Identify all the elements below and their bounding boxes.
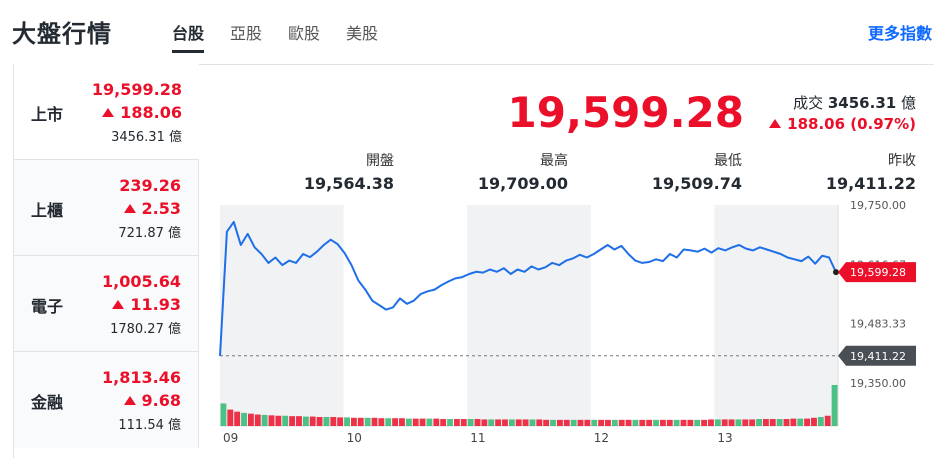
tab-europe[interactable]: 歐股	[288, 24, 321, 43]
market-panel	[13, 64, 934, 458]
current-price: 19,599.28	[507, 88, 744, 137]
sidebar-item-change: 11.93	[112, 295, 181, 314]
page-title: 大盤行情	[12, 20, 112, 48]
market-tabs: 台股 亞股 歐股 美股	[172, 20, 404, 53]
sidebar-item-name: 電子	[31, 297, 64, 316]
stat-value: 19,564.38	[303, 174, 394, 193]
up-triangle-icon	[102, 108, 115, 117]
stat-label: 開盤	[366, 153, 394, 169]
stat-label: 最高	[540, 153, 568, 169]
stat-value: 19,509.74	[651, 174, 742, 193]
stat-label: 最低	[714, 153, 742, 169]
up-triangle-icon	[123, 396, 136, 405]
sidebar-item-price: 239.26	[119, 176, 181, 195]
stat-high: 最高 19,709.00	[478, 150, 568, 193]
up-triangle-icon	[112, 300, 125, 309]
up-triangle-icon	[123, 204, 136, 213]
tab-taiwan[interactable]: 台股	[172, 20, 205, 53]
sidebar-item-name: 上櫃	[31, 201, 64, 220]
more-indices-link[interactable]: 更多指數	[868, 24, 933, 43]
stat-label: 昨收	[888, 153, 916, 169]
sidebar-item-change: 188.06	[102, 103, 182, 122]
price-change: 188.06 (0.97%)	[769, 115, 916, 133]
stat-prev-close: 昨收 19,411.22	[826, 150, 916, 193]
sidebar-item-listed[interactable]: 上市 19,599.28 188.06 3456.31 億	[14, 64, 199, 160]
sidebar-item-price: 1,005.64	[102, 272, 181, 291]
sidebar-item-volume: 721.87 億	[118, 226, 181, 241]
sidebar-item-volume: 111.54 億	[118, 418, 181, 433]
trade-volume: 成交 3456.31 億	[793, 94, 916, 112]
sidebar-item-volume: 1780.27 億	[110, 322, 181, 337]
sidebar-item-change: 2.53	[123, 199, 181, 218]
sidebar-item-name: 金融	[31, 393, 64, 412]
sidebar-item-price: 1,813.46	[102, 368, 181, 387]
up-triangle-icon	[769, 119, 782, 128]
stat-value: 19,709.00	[477, 174, 568, 193]
sidebar-item-otc[interactable]: 上櫃 239.26 2.53 721.87 億	[14, 160, 199, 256]
stat-open: 開盤 19,564.38	[304, 150, 394, 193]
sidebar-item-change: 9.68	[123, 391, 181, 410]
sidebar-item-finance[interactable]: 金融 1,813.46 9.68 111.54 億	[14, 352, 199, 448]
tab-us[interactable]: 美股	[346, 24, 379, 43]
stat-low: 最低 19,509.74	[652, 150, 742, 193]
sidebar-item-price: 19,599.28	[91, 80, 182, 99]
sidebar-item-volume: 3456.31 億	[111, 130, 182, 145]
stat-value: 19,411.22	[825, 174, 916, 193]
sidebar-item-electronics[interactable]: 電子 1,005.64 11.93 1780.27 億	[14, 256, 199, 352]
sidebar-item-name: 上市	[31, 105, 64, 124]
index-sidebar: 上市 19,599.28 188.06 3456.31 億 上櫃 239.26 …	[14, 64, 199, 448]
tab-asia[interactable]: 亞股	[230, 24, 263, 43]
